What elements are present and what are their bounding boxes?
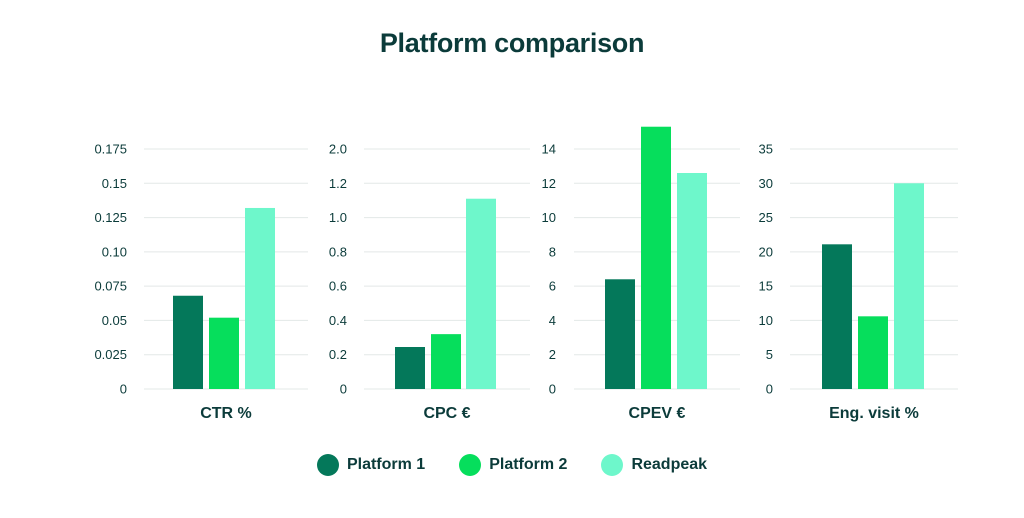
y-tick-label: 35 bbox=[759, 142, 773, 157]
y-tick-label: 1.0 bbox=[329, 210, 347, 225]
y-tick-label: 0.05 bbox=[102, 313, 127, 328]
y-tick-label: 15 bbox=[759, 279, 773, 294]
bar-platform-1 bbox=[395, 347, 425, 389]
legend: Platform 1 Platform 2 Readpeak bbox=[0, 454, 1024, 476]
chart-canvas: 0 0.025 0.05 0.075 0.10 0.125 0.15 0.175 CTR % 0 0… bbox=[94, 126, 958, 422]
y-tick-label: 0.10 bbox=[102, 244, 127, 259]
bar-platform-1 bbox=[605, 279, 635, 389]
bar-platform-2 bbox=[209, 317, 239, 389]
legend-item-platform-2: Platform 2 bbox=[459, 454, 567, 476]
y-tick-label: 0 bbox=[340, 382, 347, 397]
x-axis-label: CPEV € bbox=[629, 405, 686, 422]
x-axis-label: CPC € bbox=[423, 405, 470, 422]
y-tick-label: 25 bbox=[759, 210, 773, 225]
y-tick-label: 10 bbox=[542, 210, 556, 225]
y-tick-label: 0.15 bbox=[102, 176, 127, 191]
y-tick-label: 0 bbox=[120, 382, 127, 397]
y-tick-label: 0 bbox=[766, 382, 773, 397]
legend-label-platform-1: Platform 1 bbox=[346, 456, 426, 473]
y-tick-label: 2.0 bbox=[329, 142, 347, 157]
y-tick-label: 6 bbox=[549, 279, 556, 294]
bar-readpeak bbox=[466, 198, 496, 389]
bar-platform-1 bbox=[173, 295, 203, 389]
y-tick-label: 5 bbox=[766, 347, 773, 362]
y-tick-label: 0.4 bbox=[329, 313, 347, 328]
bar-readpeak bbox=[894, 183, 924, 389]
y-tick-label: 0.125 bbox=[94, 210, 127, 225]
legend-label-readpeak: Readpeak bbox=[631, 456, 708, 473]
legend-swatch-readpeak bbox=[601, 454, 624, 476]
y-tick-label: 14 bbox=[542, 142, 556, 157]
y-tick-label: 0.8 bbox=[329, 244, 347, 259]
y-tick-label: 0.175 bbox=[94, 142, 127, 157]
y-tick-label: 8 bbox=[549, 244, 556, 259]
bar-platform-2 bbox=[641, 126, 671, 389]
legend-swatch-platform-2 bbox=[459, 454, 482, 476]
y-tick-label: 10 bbox=[759, 313, 773, 328]
y-tick-label: 20 bbox=[759, 244, 773, 259]
bar-platform-2 bbox=[431, 334, 461, 389]
legend-label-platform-2: Platform 2 bbox=[489, 456, 568, 473]
bar-readpeak bbox=[677, 173, 707, 389]
y-tick-label: 12 bbox=[542, 176, 556, 191]
legend-item-readpeak: Readpeak bbox=[601, 454, 707, 476]
y-tick-label: 0.6 bbox=[329, 279, 347, 294]
y-tick-label: 0.025 bbox=[94, 347, 127, 362]
y-tick-label: 1.2 bbox=[329, 176, 347, 191]
bar-platform-2 bbox=[858, 316, 888, 389]
y-tick-label: 30 bbox=[759, 176, 773, 191]
bar-readpeak bbox=[245, 207, 275, 389]
y-tick-label: 2 bbox=[549, 347, 556, 362]
x-axis-label: Eng. visit % bbox=[829, 405, 919, 422]
y-tick-label: 0.075 bbox=[94, 279, 127, 294]
y-tick-label: 0.2 bbox=[329, 347, 347, 362]
chart-title: Platform comparison bbox=[379, 28, 645, 58]
bar-platform-1 bbox=[822, 244, 852, 389]
y-tick-label: 4 bbox=[549, 313, 556, 328]
legend-swatch-platform-1 bbox=[316, 454, 339, 476]
y-tick-label: 0 bbox=[549, 382, 556, 397]
legend-item-platform-1: Platform 1 bbox=[316, 454, 426, 476]
x-axis-label: CTR % bbox=[200, 405, 252, 422]
